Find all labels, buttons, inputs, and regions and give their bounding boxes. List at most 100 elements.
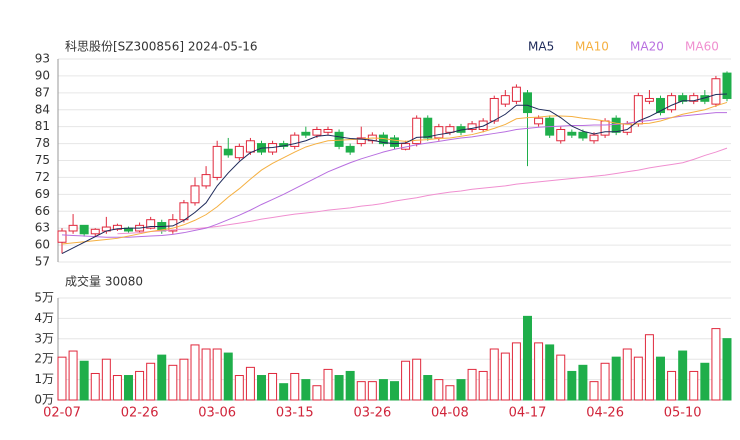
volume-bar <box>356 381 366 401</box>
candle-body <box>523 92 532 114</box>
volume-bar <box>79 360 89 401</box>
y-tick-label: 2万 <box>34 352 54 366</box>
candle-body <box>722 72 732 99</box>
volume-bar <box>168 364 178 401</box>
candle-body <box>611 117 621 133</box>
candle-body <box>711 78 721 105</box>
y-tick-label: 81 <box>35 119 50 133</box>
candle-body <box>434 126 444 139</box>
volume-bar <box>534 342 544 401</box>
x-tick-label: 04-17 <box>509 406 547 421</box>
volume-bar <box>68 350 78 401</box>
candle-body <box>423 117 433 139</box>
volume-bar <box>556 354 566 401</box>
volume-bar <box>334 375 344 401</box>
y-tick-label: 90 <box>35 68 50 82</box>
volume-bar <box>523 315 532 401</box>
volume-bar <box>212 348 222 401</box>
volume-bar <box>633 356 643 401</box>
y-tick-label: 5万 <box>34 291 54 305</box>
volume-bar <box>157 354 167 401</box>
y-tick-label: 72 <box>35 170 50 184</box>
volume-bar <box>146 362 156 401</box>
candle-body <box>445 126 455 133</box>
candle-body <box>689 95 699 102</box>
candle-body <box>644 97 654 102</box>
volume-bar <box>179 358 189 401</box>
y-tick-label: 63 <box>35 221 50 235</box>
volume-bar <box>390 381 399 401</box>
y-tick-label: 87 <box>35 85 50 99</box>
volume-bar <box>312 385 322 401</box>
candle-body <box>234 145 244 159</box>
candle-body <box>212 145 222 178</box>
volume-bar <box>600 362 610 401</box>
volume-bar <box>223 352 233 401</box>
volume-title: 成交量 30080 <box>65 274 143 289</box>
x-tick-label: 04-08 <box>431 406 469 421</box>
y-tick-label: 60 <box>35 238 50 252</box>
y-tick-label: 84 <box>35 102 50 116</box>
x-tick-label: 04-26 <box>586 406 624 421</box>
volume-bar <box>611 356 621 401</box>
volume-bar <box>201 348 211 401</box>
candle-body <box>79 224 89 235</box>
volume-bar <box>478 370 488 401</box>
candle-body <box>245 140 255 153</box>
candle-body <box>390 137 399 147</box>
volume-bar <box>689 370 699 401</box>
ma-line <box>61 101 728 245</box>
candle-body <box>600 120 610 136</box>
volume-bar <box>57 356 67 401</box>
candle-body <box>323 128 333 133</box>
y-tick-label: 3万 <box>34 331 54 345</box>
volume-bar <box>290 372 300 401</box>
volume-bar <box>678 350 688 401</box>
candle-body <box>511 86 521 102</box>
volume-bar <box>245 366 255 401</box>
candle-body <box>57 230 67 243</box>
volume-bar <box>489 348 499 401</box>
candle-body <box>622 123 632 133</box>
candle-body <box>589 134 599 142</box>
candle-body <box>90 228 100 235</box>
y-tick-label: 0万 <box>34 393 54 407</box>
y-tick-label: 78 <box>35 136 50 150</box>
y-tick-label: 69 <box>35 187 50 201</box>
candle-body <box>223 148 233 156</box>
candle-body <box>356 137 366 145</box>
volume-bar <box>667 370 677 401</box>
volume-bar <box>656 356 665 401</box>
ma-line <box>61 93 728 254</box>
candle-body <box>312 128 322 136</box>
candle-body <box>290 134 300 147</box>
volume-bar <box>234 375 244 401</box>
volume-bar <box>567 370 577 401</box>
candle-body <box>179 202 189 221</box>
volume-bar <box>578 364 588 401</box>
ma-line <box>61 112 727 238</box>
x-tick-label: 03-15 <box>276 406 314 421</box>
volume-bar <box>423 375 433 401</box>
volume-bar <box>511 342 521 401</box>
candle-body <box>500 95 510 105</box>
volume-bar <box>500 352 510 401</box>
y-tick-label: 93 <box>35 52 50 66</box>
legend-label: MA20 <box>630 40 664 54</box>
volume-bar <box>124 375 133 401</box>
candle-body <box>467 123 477 130</box>
y-tick-label: 66 <box>35 204 50 218</box>
volume-bar <box>135 370 145 401</box>
volume-bar <box>700 362 710 401</box>
volume-bar <box>589 381 599 401</box>
volume-bar <box>711 328 721 401</box>
candle-body <box>656 97 665 114</box>
volume-bar <box>190 344 200 401</box>
candle-body <box>534 117 544 125</box>
volume-bar <box>622 348 632 401</box>
chart-title: 科思股份[SZ300856] 2024-05-16 <box>65 40 258 54</box>
volume-bar <box>279 383 289 401</box>
candle-body <box>201 174 211 187</box>
candle-body <box>578 131 588 139</box>
candle-body <box>412 117 422 145</box>
